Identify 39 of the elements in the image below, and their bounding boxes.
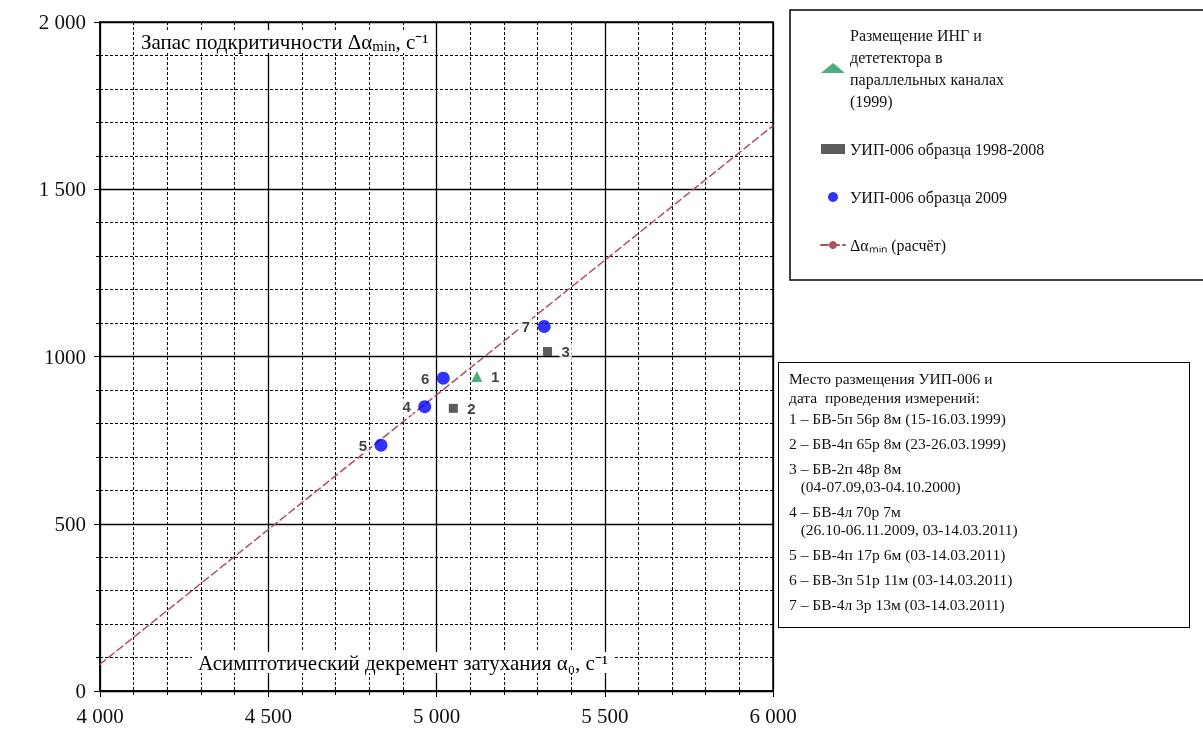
y-tick-label: 0 [75, 679, 86, 703]
text: 2 – БВ-4п 65р 8м (23-26.03.1999) [789, 435, 1007, 453]
point [448, 403, 458, 413]
legend-label: Размещение ИНГ и дететектора в параллельных каналах (1999) [850, 26, 1009, 111]
point [436, 371, 450, 385]
text: дата проведения измерений: [789, 389, 981, 407]
annotation: 4 [402, 398, 412, 416]
text: 6 – БВ-3п 51р 11м (03-14.03.2011) [789, 571, 1014, 589]
x-tick-label: 4 500 [244, 703, 292, 728]
text: 4 – БВ-4л 70р 7м (26.10-06.11.2009, 03-14.03.2011) [789, 503, 1019, 539]
legend-label: УИП-006 образца 1998-2008 [850, 140, 1045, 159]
text: 7 – БВ-4л 3р 13м (03-14.03.2011) [789, 596, 1006, 614]
legend-label: УИП-006 образца 2009 [850, 188, 1007, 207]
point [471, 371, 483, 383]
point [537, 319, 551, 333]
annotation: 2 [467, 399, 476, 417]
y-tick-label: 1 500 [38, 177, 86, 202]
x-tick-label: 5 500 [581, 703, 629, 728]
y-axis-title: Запас подкритичности Δαmin, с⁻¹ [141, 29, 429, 54]
annotation: 5 [358, 436, 367, 454]
annotation: 6 [420, 369, 430, 387]
y-tick-label: 500 [54, 511, 86, 536]
annotation: 3 [561, 342, 570, 360]
point [418, 400, 432, 414]
text: 1 – БВ-5п 56р 8м (15-16.03.1999) [789, 410, 1007, 428]
text: 3 – БВ-2п 48р 8м (04-07.09,03-04.10.2000) [789, 460, 962, 496]
x-axis-title: Асимптотический декремент затухания α₀, с⁻¹ [198, 650, 609, 675]
x-tick-label: 6 000 [749, 703, 797, 728]
point [374, 438, 388, 452]
point [543, 346, 553, 356]
legend-label: Δαₘᵢₙ (расчёт) [850, 236, 946, 255]
y-tick-label: 2 000 [38, 10, 86, 34]
y-tick-label: 1000 [44, 344, 86, 369]
annotation: 7 [521, 317, 531, 335]
x-tick-label: 5 000 [412, 703, 461, 728]
text: 5 – БВ-4п 17р 6м (03-14.03.2011) [789, 546, 1007, 564]
annotation: 1 [490, 368, 500, 386]
x-tick-label: 4 000 [76, 703, 124, 728]
text: Место размещения УИП-006 и [789, 370, 994, 388]
